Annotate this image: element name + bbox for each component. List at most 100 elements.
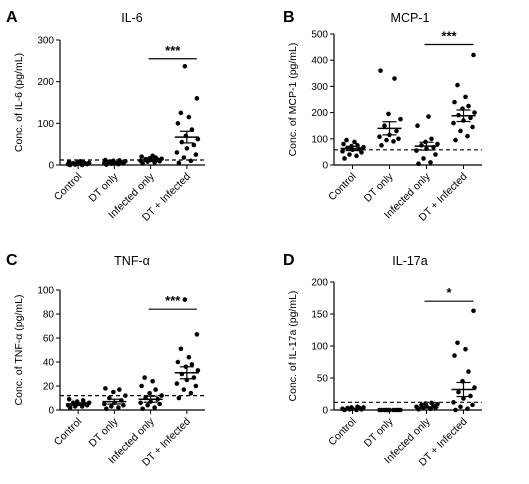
data-point: [104, 406, 109, 412]
data-point: [193, 383, 199, 389]
data-point: [468, 115, 473, 121]
data-point: [435, 141, 440, 147]
data-point: [391, 139, 396, 144]
data-point: [435, 401, 440, 407]
y-axis-label: Conc. of MCP-1 (pg/mL): [287, 43, 299, 157]
group-infected-only: [138, 375, 164, 412]
data-point: [142, 375, 147, 380]
group-control: [65, 158, 92, 168]
data-point: [455, 340, 460, 346]
data-point: [195, 368, 201, 373]
panel-a: A IL-6 0 100 200 300 Conc. of IL-6 (pg/mL) Cont…: [6, 9, 205, 224]
panel-title: MCP-1: [391, 11, 430, 25]
data-point: [465, 406, 470, 412]
data-point: [111, 389, 116, 395]
group-dt-infected: [451, 308, 477, 413]
data-point: [191, 142, 197, 148]
group-infected-only: [414, 400, 440, 412]
data-point: [342, 156, 347, 161]
y-tick-label: 80: [43, 310, 55, 321]
data-point: [121, 402, 126, 408]
group-dt-only: [377, 407, 403, 413]
y-tick-label: 0: [322, 161, 328, 172]
group-infected-only: [414, 114, 440, 166]
data-point: [452, 99, 457, 105]
x-category-label: Control: [326, 171, 358, 203]
data-point: [182, 63, 188, 69]
data-point: [178, 346, 184, 352]
data-point: [416, 161, 421, 166]
data-point: [186, 354, 192, 360]
data-point: [181, 155, 187, 160]
data-point: [377, 134, 382, 140]
panel-title: IL-6: [121, 11, 143, 25]
y-axis-label: Conc. of IL-6 (pg/mL): [13, 53, 25, 152]
data-point: [150, 153, 155, 159]
data-point: [152, 405, 157, 410]
data-point: [159, 393, 164, 398]
y-tick-label: 200: [311, 108, 328, 119]
data-point: [472, 110, 477, 115]
y-tick-label: 20: [43, 382, 55, 393]
data-point: [466, 369, 471, 374]
data-point: [80, 398, 86, 403]
data-point: [458, 128, 463, 134]
data-point: [194, 96, 200, 101]
data-point: [103, 157, 108, 163]
data-point: [188, 158, 194, 164]
data-point: [139, 383, 144, 389]
data-point: [471, 308, 476, 314]
data-point: [456, 389, 461, 395]
data-point: [147, 390, 152, 396]
data-point: [472, 385, 477, 390]
data-point: [421, 156, 426, 161]
group-dt-infected: [451, 52, 477, 143]
data-point: [174, 150, 180, 155]
y-tick-label: 100: [311, 342, 328, 353]
x-category-label: Control: [52, 171, 84, 203]
group-dt-only: [102, 386, 128, 412]
y-tick-label: 500: [311, 30, 328, 41]
data-point: [194, 332, 200, 337]
data-point: [414, 148, 419, 153]
data-point: [471, 52, 476, 58]
panel-title: IL-17a: [392, 254, 427, 268]
y-tick-label: 0: [48, 161, 54, 172]
x-category-label: Control: [52, 416, 84, 448]
x-category-label: DT only: [87, 415, 121, 449]
y-tick-label: 400: [311, 56, 328, 67]
data-point: [384, 137, 389, 143]
panel-b: B MCP-1 0 100 200 300 400 500 Conc. of MCP-1 (pg…: [283, 9, 482, 224]
significance-label: ***: [441, 28, 457, 43]
data-point: [398, 116, 403, 122]
data-point: [465, 133, 470, 139]
y-axis-label: Conc. of TNF-α (pg/mL): [13, 295, 25, 406]
significance-label: *: [446, 285, 452, 300]
data-point: [176, 395, 182, 401]
y-tick-label: 100: [37, 286, 54, 297]
panel-letter: A: [6, 9, 18, 26]
data-point: [138, 158, 143, 164]
data-point: [123, 393, 128, 398]
data-point: [109, 404, 114, 409]
data-point: [195, 136, 201, 142]
data-point: [463, 94, 468, 100]
group-dt-infected: [174, 297, 201, 401]
data-point: [347, 152, 352, 157]
data-point: [429, 136, 434, 142]
y-tick-label: 300: [311, 82, 328, 93]
data-point: [138, 400, 143, 406]
data-point: [455, 82, 460, 88]
data-point: [344, 137, 349, 143]
significance-label: ***: [165, 293, 181, 308]
data-point: [378, 68, 383, 73]
data-point: [174, 381, 180, 386]
group-dt-only: [102, 157, 128, 167]
y-tick-label: 200: [311, 278, 328, 289]
x-category-label: DT only: [362, 170, 396, 204]
x-category-label: DT only: [362, 415, 396, 449]
panel-letter: C: [6, 252, 18, 269]
data-point: [470, 402, 475, 408]
y-tick-label: 0: [48, 406, 54, 417]
data-point: [415, 123, 420, 128]
